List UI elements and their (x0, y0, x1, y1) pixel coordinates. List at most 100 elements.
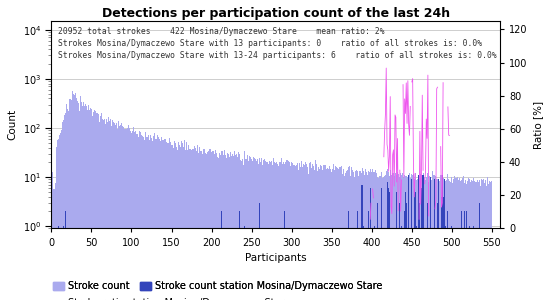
Bar (298, 170, 299, 300)
Bar (100, 116, 101, 300)
X-axis label: Participants: Participants (245, 253, 306, 263)
Bar (230, 152, 231, 300)
Bar (206, 154, 207, 300)
Bar (241, 151, 243, 300)
Bar (145, 133, 146, 300)
Bar (334, 167, 336, 300)
Bar (459, 197, 460, 300)
Bar (405, 176, 406, 300)
Bar (194, 146, 195, 300)
Bar (368, 171, 369, 300)
Bar (155, 139, 156, 300)
Bar (469, 179, 470, 300)
Bar (433, 176, 434, 300)
Bar (90, 108, 91, 300)
Bar (321, 166, 322, 300)
Bar (126, 129, 127, 300)
Bar (344, 176, 345, 300)
Bar (223, 155, 224, 300)
Bar (125, 129, 126, 300)
Bar (426, 177, 427, 300)
Bar (464, 183, 465, 300)
Bar (221, 212, 222, 300)
Bar (362, 170, 364, 300)
Bar (305, 162, 306, 300)
Bar (147, 137, 148, 300)
Bar (91, 109, 92, 300)
Bar (285, 166, 287, 300)
Bar (478, 180, 480, 300)
Bar (397, 172, 398, 300)
Bar (117, 123, 118, 300)
Bar (307, 167, 308, 300)
Bar (350, 167, 351, 300)
Bar (282, 158, 283, 300)
Bar (342, 174, 343, 300)
Bar (361, 172, 362, 300)
Bar (372, 169, 373, 300)
Bar (422, 197, 424, 300)
Bar (99, 122, 100, 300)
Y-axis label: Count: Count (7, 109, 17, 140)
Bar (80, 96, 81, 300)
Bar (452, 183, 453, 300)
Bar (203, 149, 204, 300)
Bar (327, 168, 328, 300)
Bar (97, 112, 98, 300)
Bar (157, 143, 158, 300)
Bar (483, 177, 485, 300)
Bar (336, 167, 337, 300)
Bar (201, 151, 202, 300)
Bar (459, 174, 460, 300)
Bar (415, 173, 416, 300)
Bar (381, 188, 382, 300)
Bar (396, 192, 397, 300)
Bar (384, 176, 385, 300)
Bar (361, 185, 362, 300)
Bar (431, 182, 432, 300)
Bar (304, 165, 305, 300)
Bar (104, 116, 106, 300)
Bar (253, 157, 254, 300)
Bar (415, 192, 416, 300)
Bar (67, 109, 68, 300)
Bar (376, 172, 377, 300)
Bar (474, 181, 475, 300)
Bar (221, 152, 222, 300)
Bar (263, 160, 264, 300)
Bar (141, 135, 142, 300)
Bar (366, 172, 367, 300)
Bar (443, 178, 444, 300)
Bar (370, 188, 371, 300)
Legend: Stroke count, Stroke count station Mosina/Dymaczewo Stare: Stroke count, Stroke count station Mosin… (49, 278, 387, 295)
Bar (139, 131, 140, 300)
Bar (360, 171, 361, 300)
Bar (349, 166, 350, 300)
Bar (195, 148, 196, 300)
Bar (485, 180, 486, 300)
Bar (78, 103, 79, 300)
Bar (280, 161, 281, 300)
Bar (416, 226, 417, 300)
Bar (410, 178, 411, 300)
Bar (65, 113, 66, 300)
Bar (181, 141, 182, 300)
Bar (180, 147, 181, 300)
Bar (378, 172, 380, 300)
Bar (169, 144, 170, 300)
Bar (294, 163, 295, 300)
Bar (138, 137, 139, 300)
Bar (166, 142, 167, 300)
Bar (330, 169, 331, 300)
Bar (72, 91, 73, 300)
Bar (377, 203, 378, 300)
Bar (414, 179, 415, 300)
Bar (151, 138, 152, 300)
Bar (83, 102, 84, 300)
Bar (389, 192, 390, 300)
Bar (108, 117, 109, 300)
Bar (403, 226, 404, 300)
Bar (287, 160, 288, 300)
Bar (445, 181, 446, 300)
Bar (472, 181, 473, 300)
